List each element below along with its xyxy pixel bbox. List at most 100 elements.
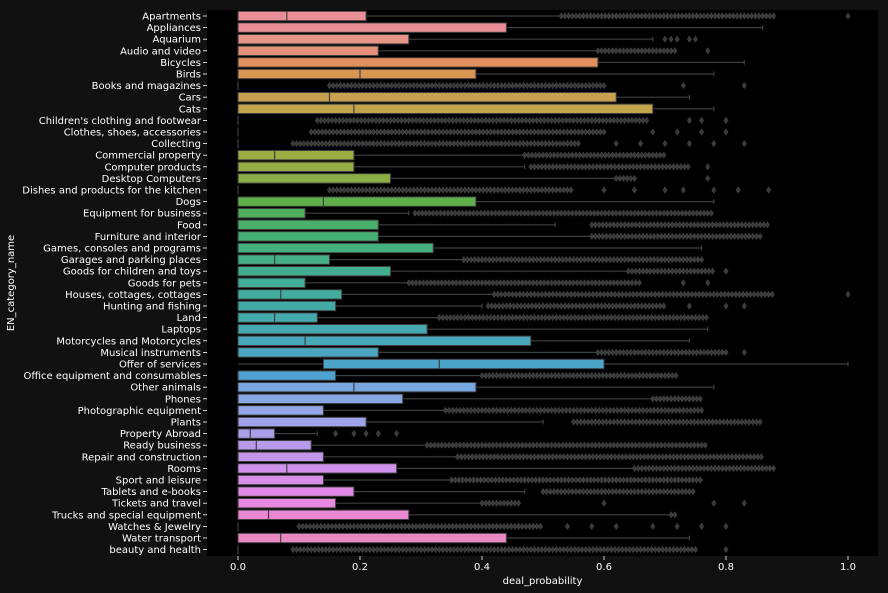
y-tick-label: Books and magazines — [92, 81, 201, 92]
category-box-group — [237, 254, 705, 265]
outlier-point — [638, 139, 644, 148]
outlier-point — [541, 255, 547, 264]
category-box-group — [237, 185, 772, 195]
outlier-point — [607, 279, 613, 287]
outlier-point — [441, 209, 447, 217]
outlier-point — [573, 476, 579, 484]
outlier-point — [685, 290, 691, 299]
outlier-point — [646, 487, 652, 496]
outlier-point — [337, 139, 343, 148]
outlier-point — [507, 209, 513, 217]
outlier-point — [511, 209, 517, 217]
outlier-point — [629, 441, 635, 449]
outlier-point — [702, 232, 708, 241]
outlier-point — [527, 116, 533, 125]
outlier-point — [535, 163, 541, 171]
outlier-point — [359, 139, 365, 148]
outlier-point — [513, 313, 519, 322]
outlier-point — [735, 186, 741, 194]
outlier-point — [428, 441, 434, 449]
outlier-point — [486, 441, 492, 449]
outlier-point — [495, 128, 501, 136]
outlier-point — [602, 348, 608, 357]
outlier-point — [425, 128, 431, 136]
outlier-point — [352, 81, 358, 90]
outlier-point — [523, 406, 529, 415]
outlier-point — [683, 476, 689, 484]
outlier-point — [631, 464, 638, 473]
outlier-point — [690, 209, 696, 217]
outlier-point — [479, 371, 485, 380]
outlier-point — [553, 186, 559, 194]
outlier-point — [705, 174, 711, 183]
outlier-point — [428, 522, 434, 531]
outlier-point — [606, 476, 612, 484]
outlier-point — [524, 545, 530, 554]
outlier-point — [631, 487, 638, 496]
outlier-point — [355, 116, 361, 125]
outlier-point — [409, 116, 415, 125]
outlier-point — [394, 429, 400, 438]
x-tick-label: 1.0 — [840, 562, 856, 573]
outlier-point — [677, 418, 683, 426]
outlier-point — [542, 290, 548, 299]
y-tick-label: Dishes and products for the kitchen — [22, 186, 201, 197]
outlier-point — [566, 476, 572, 484]
outlier-point — [613, 151, 619, 159]
outlier-point — [631, 348, 638, 357]
outlier-point — [413, 522, 419, 531]
outlier-point — [453, 406, 459, 415]
outlier-point — [440, 313, 446, 322]
outlier-point — [633, 441, 639, 449]
outlier-point — [607, 116, 613, 125]
outlier-point — [334, 128, 340, 136]
outlier-point — [458, 81, 464, 90]
outlier-point — [439, 279, 445, 287]
outlier-point — [552, 255, 558, 264]
outlier-point — [345, 139, 351, 148]
iqr-box — [237, 68, 477, 80]
outlier-point — [646, 12, 652, 20]
outlier-point — [527, 441, 533, 449]
outlier-point — [429, 186, 435, 194]
outlier-point — [664, 476, 670, 484]
outlier-point — [566, 302, 572, 310]
outlier-point — [585, 116, 591, 125]
plot-marks — [237, 10, 851, 555]
outlier-point — [662, 406, 668, 415]
outlier-point — [418, 81, 424, 90]
outlier-point — [647, 418, 653, 426]
outlier-point — [531, 128, 537, 136]
outlier-point — [678, 290, 684, 299]
outlier-point — [581, 418, 587, 426]
outlier-point — [406, 116, 412, 125]
outlier-point — [497, 522, 503, 531]
outlier-point — [747, 453, 753, 461]
outlier-point — [717, 221, 723, 229]
outlier-point — [723, 128, 729, 136]
outlier-point — [359, 186, 365, 194]
outlier-point — [481, 476, 487, 484]
outlier-point — [536, 302, 542, 310]
outlier-point — [662, 255, 668, 264]
outlier-point — [621, 12, 627, 20]
outlier-point — [453, 522, 459, 531]
outlier-point — [662, 441, 668, 449]
outlier-point — [686, 209, 692, 217]
outlier-point — [359, 81, 365, 90]
outlier-point — [692, 453, 699, 461]
outlier-point — [352, 545, 358, 554]
outlier-point — [617, 302, 623, 310]
outlier-point — [551, 476, 557, 484]
outlier-point — [573, 151, 579, 159]
outlier-point — [345, 128, 351, 136]
outlier-point — [630, 290, 636, 299]
outlier-point — [567, 406, 573, 415]
outlier-point — [555, 302, 561, 310]
outlier-point — [570, 418, 577, 426]
outlier-point — [519, 116, 525, 125]
outlier-point — [497, 406, 503, 415]
outlier-point — [446, 116, 452, 125]
category-box-group — [237, 393, 703, 405]
outlier-point — [542, 453, 548, 461]
